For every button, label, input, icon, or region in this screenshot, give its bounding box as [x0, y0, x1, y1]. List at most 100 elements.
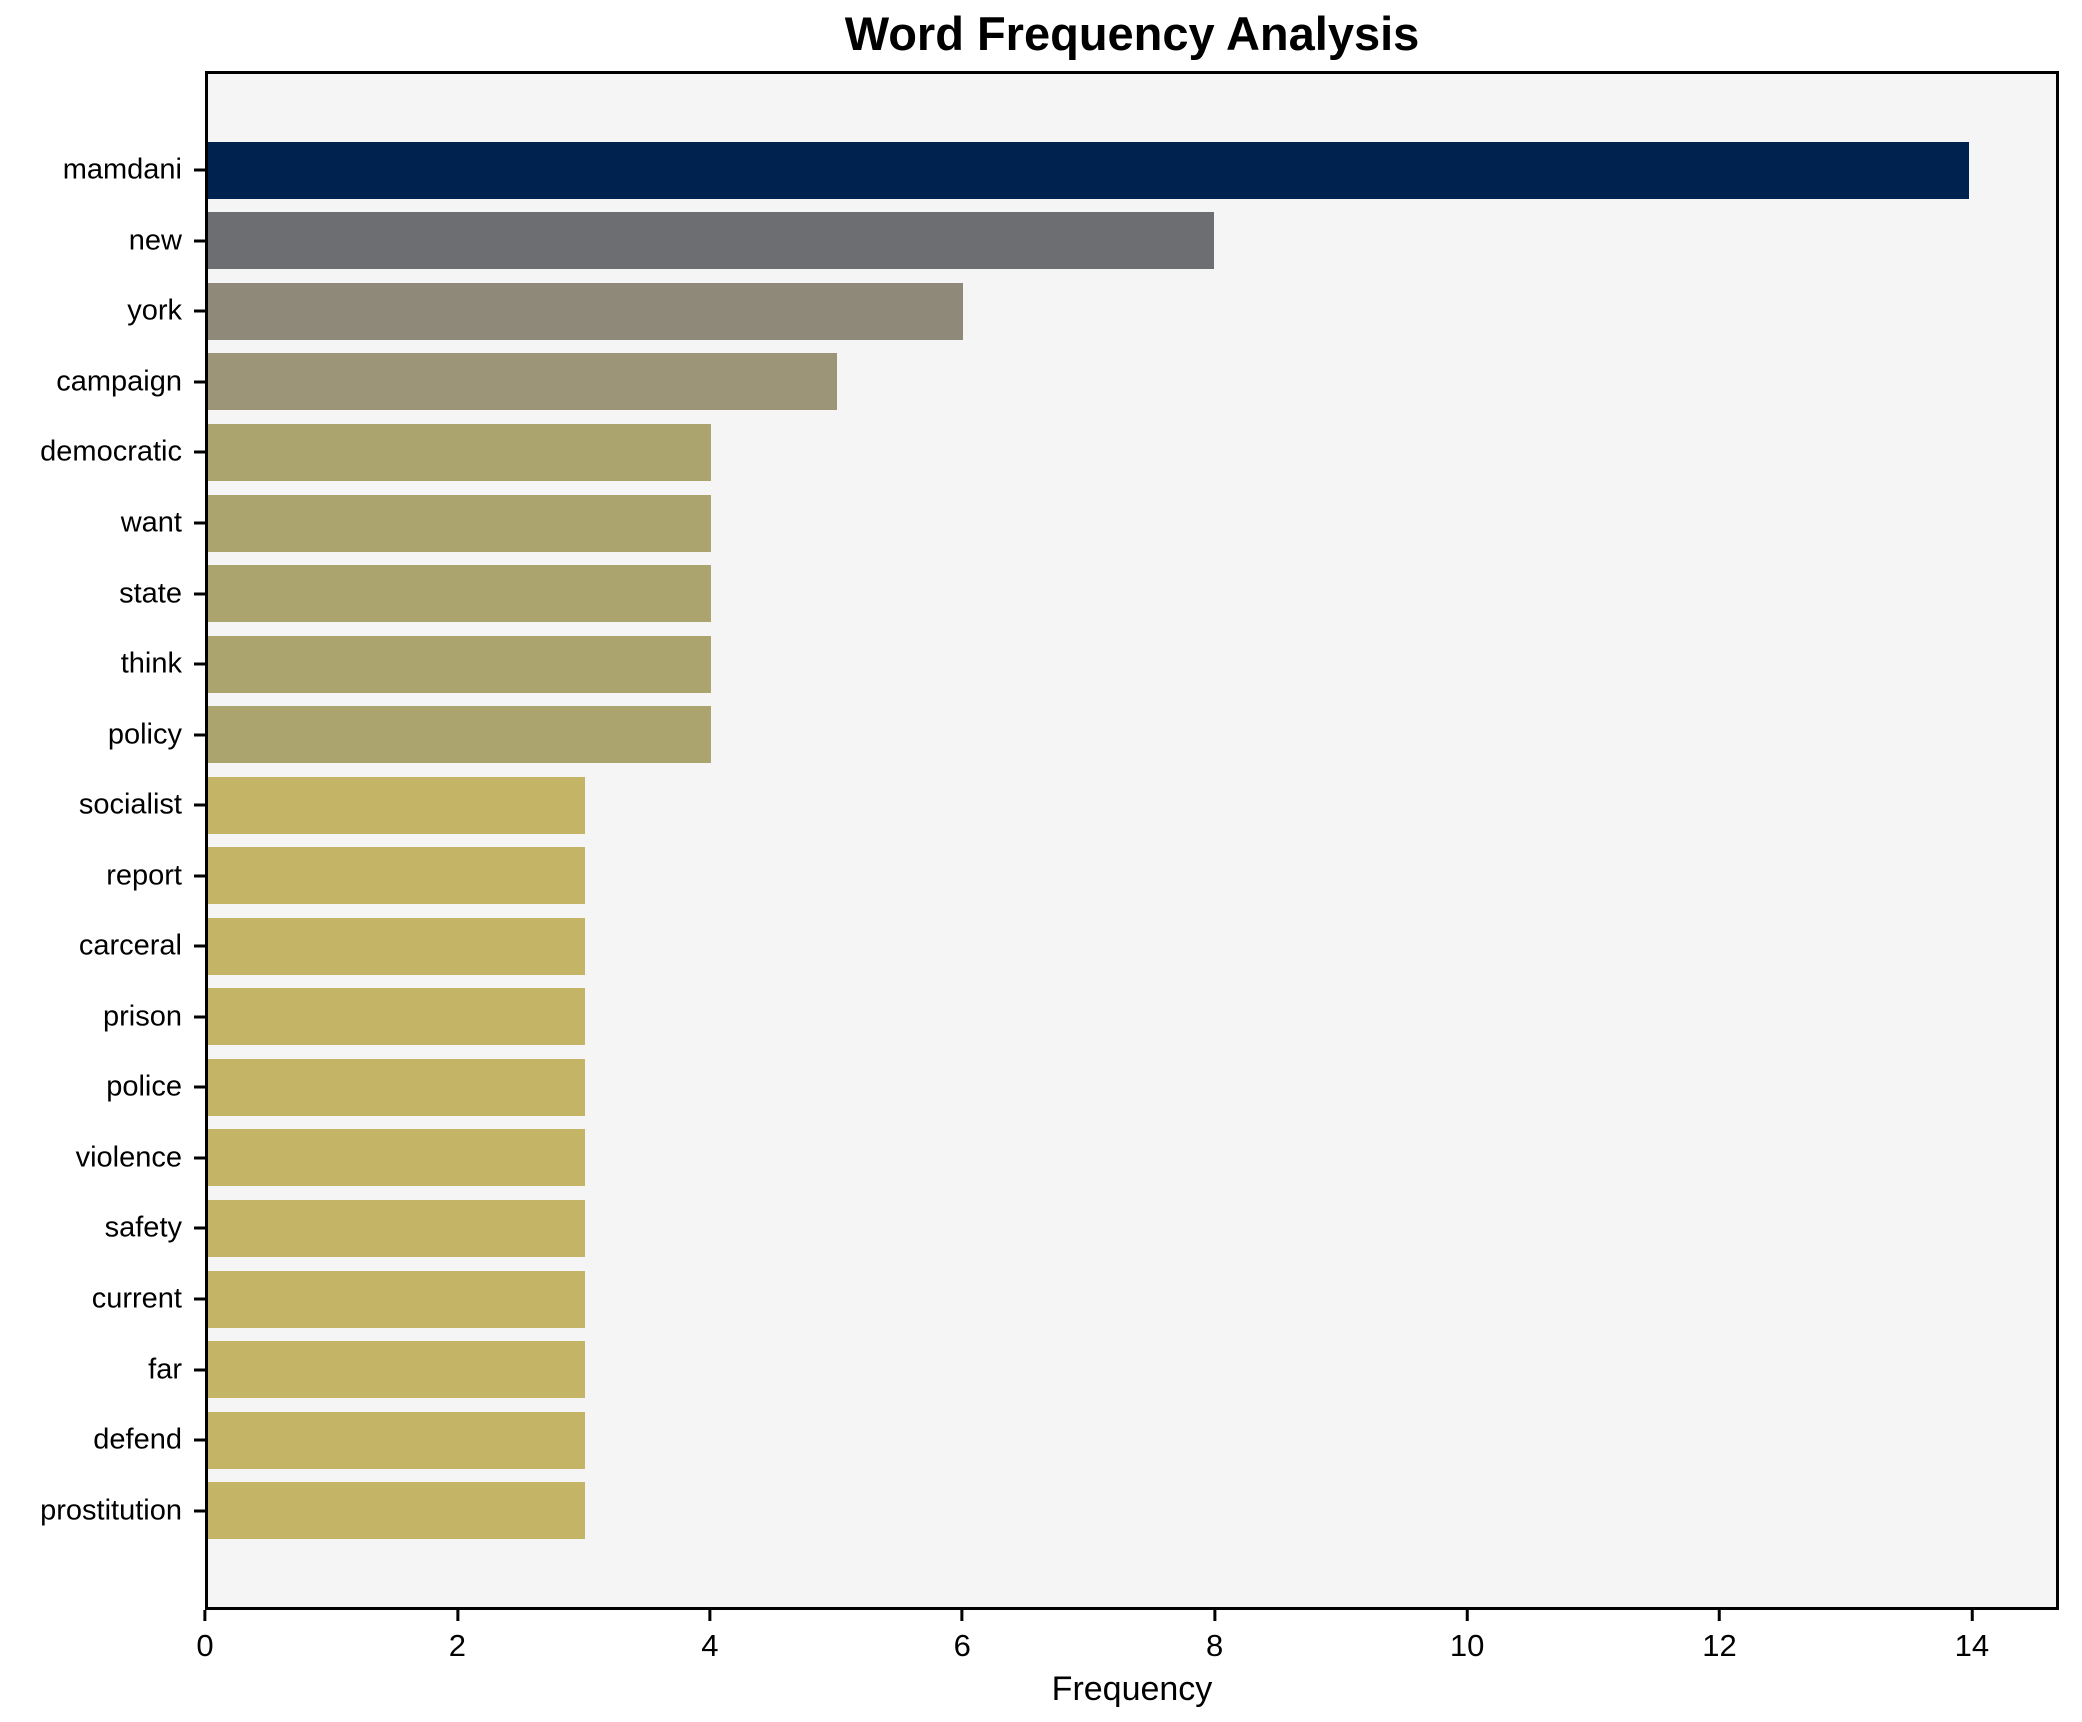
x-tick: 10: [1450, 1610, 1484, 1664]
bar-row: police: [106, 1052, 2056, 1123]
y-tick-mark: [194, 1368, 205, 1372]
frequency-bar: [208, 1058, 586, 1116]
y-tick-mark: [194, 592, 205, 596]
y-tick-mark: [194, 1226, 205, 1230]
frequency-bar: [208, 353, 837, 411]
y-tick-mark: [194, 1085, 205, 1089]
y-tick-mark: [194, 521, 205, 525]
bar-row: socialist: [79, 770, 2056, 841]
bar-row: defend: [93, 1405, 2056, 1476]
y-tick-label: campaign: [56, 365, 182, 398]
y-tick-mark: [194, 803, 205, 807]
frequency-bar: [208, 1270, 586, 1328]
chart-title: Word Frequency Analysis: [844, 7, 1420, 60]
y-tick-mark: [194, 239, 205, 243]
bar-row: prison: [103, 982, 2056, 1053]
frequency-bar: [208, 917, 586, 975]
x-tick: 14: [1955, 1610, 1989, 1664]
y-tick-label: policy: [107, 718, 182, 751]
y-tick-mark: [194, 1297, 205, 1301]
bar-row: report: [106, 840, 2056, 911]
frequency-bar: [208, 565, 712, 623]
x-tick-mark: [455, 1610, 459, 1621]
x-tick-mark: [1717, 1610, 1721, 1621]
bar-row: far: [148, 1334, 2056, 1405]
x-tick-label: 10: [1449, 1628, 1485, 1663]
x-tick: 6: [954, 1610, 971, 1664]
frequency-bar: [208, 706, 712, 764]
y-tick-label: new: [128, 224, 182, 257]
y-tick-mark: [194, 309, 205, 313]
x-tick-mark: [708, 1610, 712, 1621]
y-tick-label: prison: [103, 1000, 182, 1033]
y-tick-label: think: [120, 647, 182, 680]
x-tick-mark: [1213, 1610, 1217, 1621]
bar-row: prostitution: [40, 1475, 2056, 1546]
bar-row: state: [119, 558, 2056, 629]
y-tick-label: state: [119, 577, 182, 610]
frequency-bar: [208, 282, 963, 340]
frequency-bar: [208, 1199, 586, 1257]
y-tick-label: defend: [93, 1423, 182, 1456]
x-tick-label: 2: [448, 1628, 467, 1663]
frequency-bar: [208, 988, 586, 1046]
x-tick-label: 8: [1206, 1628, 1224, 1663]
bar-row: current: [92, 1264, 2056, 1335]
x-tick-label: 4: [701, 1628, 719, 1663]
bar-row: democratic: [40, 417, 2056, 488]
bars-container: mamdani new york campaign democratic want stat…: [40, 135, 2056, 1546]
frequency-bar: [208, 1411, 586, 1469]
y-tick-label: mamdani: [62, 153, 182, 186]
frequency-bar: [208, 1341, 586, 1399]
plot-area: mamdani new york campaign democratic want stat…: [40, 71, 2059, 1610]
y-tick-label: prostitution: [40, 1494, 182, 1527]
x-tick-label: 12: [1702, 1628, 1737, 1663]
bar-row: york: [127, 276, 2056, 347]
y-tick-mark: [194, 1156, 205, 1160]
y-tick-label: current: [91, 1282, 182, 1315]
x-tick: 8: [1206, 1610, 1223, 1664]
bar-row: safety: [105, 1193, 2056, 1264]
bar-row: mamdani: [63, 135, 2056, 206]
x-tick-mark: [1465, 1610, 1469, 1621]
y-tick-mark: [194, 450, 205, 454]
y-tick-label: democratic: [40, 435, 182, 468]
y-tick-label: far: [148, 1353, 182, 1386]
x-tick-label: 6: [953, 1628, 971, 1663]
bar-row: think: [121, 629, 2056, 700]
bar-row: want: [121, 488, 2056, 559]
y-tick-label: report: [106, 859, 182, 892]
y-tick-label: safety: [104, 1211, 182, 1244]
x-tick-label: 14: [1954, 1628, 1990, 1663]
x-tick-mark: [203, 1610, 207, 1621]
y-tick-label: violence: [75, 1141, 182, 1174]
y-tick-label: socialist: [78, 788, 182, 821]
y-tick-mark: [194, 168, 205, 172]
x-tick-label: 0: [196, 1628, 214, 1663]
x-tick: 2: [449, 1610, 466, 1664]
bar-row: violence: [76, 1123, 2056, 1194]
frequency-bar: [208, 423, 712, 481]
bar-row: campaign: [56, 347, 2056, 418]
x-tick: 4: [701, 1610, 718, 1664]
y-tick-mark: [194, 1015, 205, 1019]
bar-row: new: [129, 206, 2056, 277]
y-tick-label: york: [127, 294, 182, 327]
frequency-bar: [208, 635, 712, 693]
x-tick: 0: [196, 1610, 214, 1664]
frequency-bar: [208, 494, 712, 552]
x-tick-mark: [1970, 1610, 1974, 1621]
y-tick-mark: [194, 1438, 205, 1442]
y-tick-label: want: [120, 506, 182, 539]
y-tick-label: carceral: [78, 929, 182, 962]
x-axis: 0 2 4 6 8 10 12 14: [196, 1610, 2059, 1672]
x-tick: 12: [1702, 1610, 1737, 1664]
y-tick-mark: [194, 662, 205, 666]
bar-row: policy: [108, 699, 2056, 770]
x-axis-label: Frequency: [1051, 1670, 1213, 1708]
frequency-bar: [208, 141, 1970, 199]
frequency-bar: [208, 212, 1215, 270]
y-tick-label: police: [106, 1070, 182, 1103]
y-tick-mark: [194, 944, 205, 948]
frequency-bar: [208, 1129, 586, 1187]
